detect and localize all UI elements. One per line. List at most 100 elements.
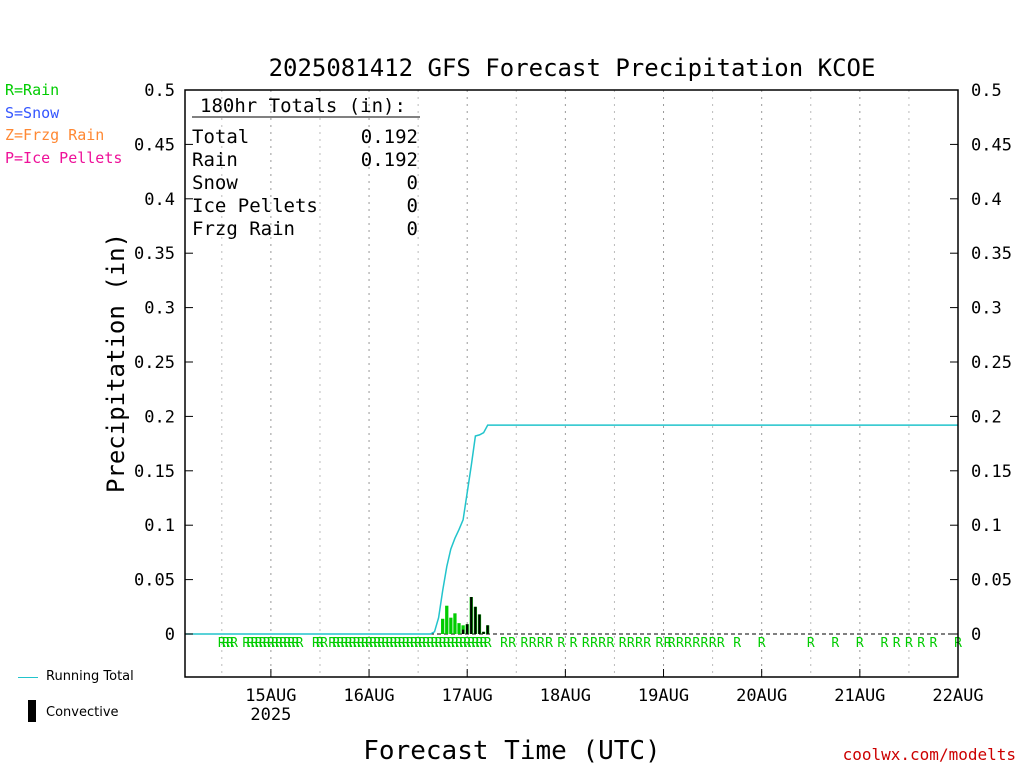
y-tick-label-right: 0.25 <box>971 353 1012 373</box>
ptype-marker: R <box>455 636 463 651</box>
ptype-marker: R <box>500 636 508 651</box>
ptype-marker: R <box>443 636 451 651</box>
ptype-marker: R <box>598 636 606 651</box>
ptype-marker: R <box>369 636 377 651</box>
legend-ice-pellets: P=Ice Pellets <box>5 149 123 167</box>
convective-legend-swatch <box>28 700 36 722</box>
ptype-marker: R <box>410 636 418 651</box>
ptype-marker: R <box>263 636 271 651</box>
x-tick-label: 18AUG <box>540 686 591 706</box>
ptype-marker: R <box>557 636 565 651</box>
totals-row-label: Snow <box>192 172 238 194</box>
ptype-marker: R <box>398 636 406 651</box>
ptype-marker: R <box>447 636 455 651</box>
ptype-marker: R <box>226 636 234 651</box>
ptype-marker: R <box>807 636 815 651</box>
ptype-marker: R <box>230 636 238 651</box>
y-tick-label-right: 0.1 <box>971 516 1002 536</box>
ptype-marker: R <box>357 636 365 651</box>
running-total-legend-swatch <box>18 677 38 678</box>
y-axis-label: Precipitation (in) <box>102 233 130 493</box>
ptype-marker: R <box>627 636 635 651</box>
precip-bar-rain <box>449 617 453 634</box>
y-tick-label-right: 0.4 <box>971 190 1002 210</box>
site-credit: coolwx.com/modelts <box>842 745 1016 764</box>
totals-row-value: 0.192 <box>361 149 418 171</box>
ptype-marker: R <box>684 636 692 651</box>
ptype-marker: R <box>570 636 578 651</box>
ptype-marker: R <box>247 636 255 651</box>
x-tick-label: 16AUG <box>343 686 394 706</box>
ptype-marker: R <box>893 636 901 651</box>
y-tick-label-right: 0.5 <box>971 81 1002 101</box>
ptype-marker: R <box>656 636 664 651</box>
ptype-marker: R <box>545 636 553 651</box>
running-total-line <box>185 424 958 635</box>
ptype-marker: R <box>635 636 643 651</box>
x-tick-sublabel: 2025 <box>250 705 291 725</box>
x-tick-label: 19AUG <box>638 686 689 706</box>
ptype-marker: R <box>426 636 434 651</box>
y-tick-label-left: 0.1 <box>144 516 175 536</box>
x-tick-label: 20AUG <box>736 686 787 706</box>
totals-row-value: 0 <box>407 195 418 217</box>
x-tick-label: 15AUG <box>245 686 296 706</box>
totals-row-label: Total <box>192 126 249 148</box>
ptype-marker: R <box>905 636 913 651</box>
totals-row-label: Ice Pellets <box>192 195 318 217</box>
totals-row-value: 0 <box>407 218 418 240</box>
precip-bar-convective <box>466 624 469 634</box>
ptype-marker: R <box>271 636 279 651</box>
legend-snow: S=Snow <box>5 104 60 122</box>
ptype-marker: R <box>332 636 340 651</box>
ptype-marker: R <box>316 636 324 651</box>
ptype-marker: R <box>451 636 459 651</box>
x-tick-label: 22AUG <box>932 686 983 706</box>
ptype-marker: R <box>222 636 230 651</box>
precip-bar-convective <box>478 614 481 634</box>
ptype-marker: R <box>242 636 250 651</box>
ptype-marker: R <box>930 636 938 651</box>
ptype-marker: R <box>402 636 410 651</box>
y-tick-label-left: 0.4 <box>144 190 175 210</box>
ptype-marker: R <box>758 636 766 651</box>
y-tick-label-right: 0.2 <box>971 407 1002 427</box>
ptype-marker: R <box>463 636 471 651</box>
ptype-marker: R <box>353 636 361 651</box>
ptype-marker: R <box>431 636 439 651</box>
ptype-marker: R <box>917 636 925 651</box>
ptype-marker: R <box>381 636 389 651</box>
running-total-legend-label: Running Total <box>46 669 134 684</box>
precip-bar-convective <box>482 631 485 634</box>
ptype-marker: R <box>283 636 291 651</box>
y-tick-label-right: 0.45 <box>971 135 1012 155</box>
ptype-marker: R <box>480 636 488 651</box>
ptype-marker: R <box>856 636 864 651</box>
ptype-marker: R <box>296 636 304 651</box>
chart-title: 2025081412 GFS Forecast Precipitation KC… <box>269 54 876 82</box>
ptype-marker: R <box>267 636 275 651</box>
ptype-marker: R <box>435 636 443 651</box>
legend-freezing-rain: Z=Frzg Rain <box>5 126 105 144</box>
precip-bar-rain <box>445 605 449 634</box>
y-tick-label-left: 0 <box>165 625 175 645</box>
ptype-marker: R <box>701 636 709 651</box>
ptype-marker: R <box>831 636 839 651</box>
ptype-marker: R <box>709 636 717 651</box>
ptype-marker: R <box>255 636 263 651</box>
ptype-marker: R <box>349 636 357 651</box>
ptype-marker: R <box>312 636 320 651</box>
ptype-marker: R <box>459 636 467 651</box>
ptype-marker: R <box>275 636 283 651</box>
ptype-marker: R <box>259 636 267 651</box>
ptype-marker: R <box>418 636 426 651</box>
ptype-marker: R <box>373 636 381 651</box>
y-tick-label-left: 0.5 <box>144 81 175 101</box>
plot-frame <box>184 89 959 678</box>
y-tick-label-left: 0.15 <box>134 462 175 482</box>
ptype-marker: R <box>439 636 447 651</box>
ptype-marker: R <box>529 636 537 651</box>
ptype-marker: R <box>218 636 226 651</box>
ptype-marker: R <box>471 636 479 651</box>
y-tick-label-left: 0.05 <box>134 571 175 591</box>
